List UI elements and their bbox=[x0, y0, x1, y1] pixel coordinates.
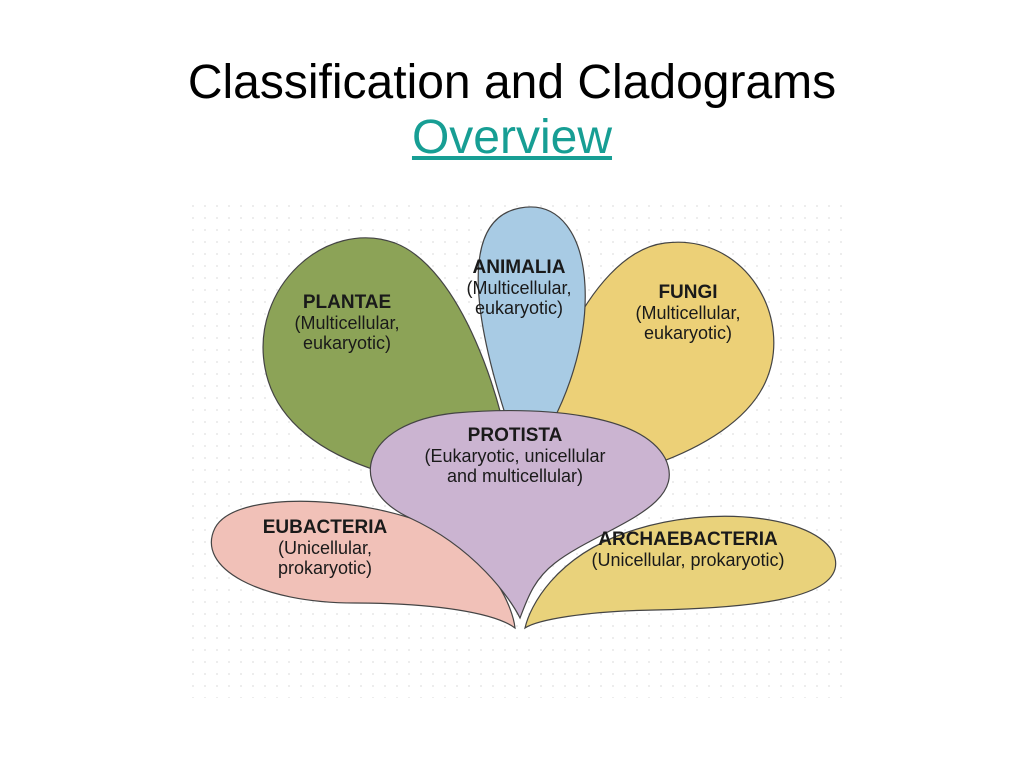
slide: Classification and Cladograms Overview P… bbox=[0, 0, 1024, 768]
overview-link[interactable]: Overview bbox=[412, 111, 612, 164]
kingdom-name-protista: PROTISTA bbox=[375, 426, 655, 447]
label-eubacteria: EUBACTERIA(Unicellular,prokaryotic) bbox=[215, 518, 435, 578]
label-archaebacteria: ARCHAEBACTERIA(Unicellular, prokaryotic) bbox=[543, 530, 833, 571]
kingdom-desc2-fungi: eukaryotic) bbox=[603, 324, 773, 344]
kingdom-desc1-protista: (Eukaryotic, unicellular bbox=[375, 447, 655, 467]
kingdom-name-fungi: FUNGI bbox=[603, 283, 773, 304]
kingdom-name-animalia: ANIMALIA bbox=[439, 258, 599, 279]
kingdom-name-archaebacteria: ARCHAEBACTERIA bbox=[543, 530, 833, 551]
kingdom-desc1-animalia: (Multicellular, bbox=[439, 279, 599, 299]
kingdom-desc1-eubacteria: (Unicellular, bbox=[215, 539, 435, 559]
kingdom-desc1-plantae: (Multicellular, bbox=[257, 314, 437, 334]
label-fungi: FUNGI(Multicellular,eukaryotic) bbox=[603, 283, 773, 343]
kingdom-desc1-fungi: (Multicellular, bbox=[603, 304, 773, 324]
label-animalia: ANIMALIA(Multicellular,eukaryotic) bbox=[439, 258, 599, 318]
kingdom-desc2-animalia: eukaryotic) bbox=[439, 299, 599, 319]
label-protista: PROTISTA(Eukaryotic, unicellularand mult… bbox=[375, 426, 655, 486]
label-plantae: PLANTAE(Multicellular,eukaryotic) bbox=[257, 293, 437, 353]
kingdom-desc1-archaebacteria: (Unicellular, prokaryotic) bbox=[543, 551, 833, 571]
kingdom-name-eubacteria: EUBACTERIA bbox=[215, 518, 435, 539]
kingdom-desc2-plantae: eukaryotic) bbox=[257, 334, 437, 354]
title-block: Classification and Cladograms Overview bbox=[0, 0, 1024, 165]
kingdom-desc2-protista: and multicellular) bbox=[375, 467, 655, 487]
kingdom-name-plantae: PLANTAE bbox=[257, 293, 437, 314]
kingdom-desc2-eubacteria: prokaryotic) bbox=[215, 559, 435, 579]
kingdoms-diagram: PLANTAE(Multicellular,eukaryotic)ANIMALI… bbox=[185, 198, 845, 698]
slide-title: Classification and Cladograms bbox=[0, 55, 1024, 110]
